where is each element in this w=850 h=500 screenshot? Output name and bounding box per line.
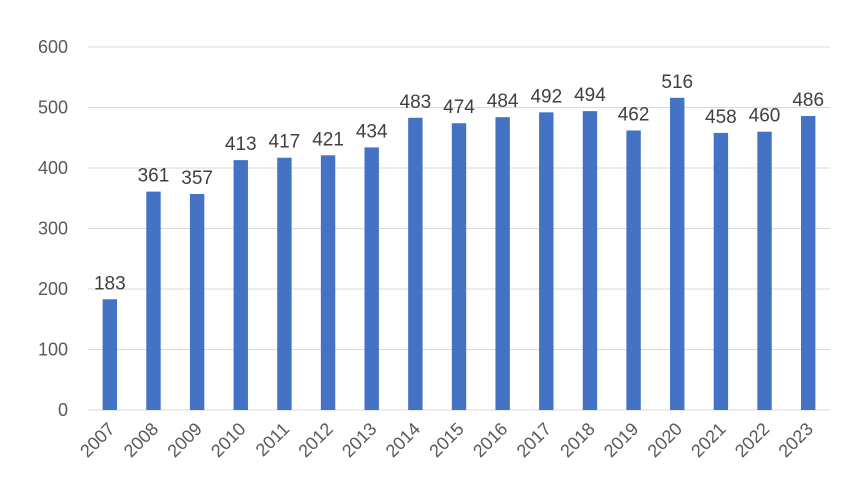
data-label: 492 [530, 86, 562, 107]
bar [277, 157, 292, 410]
x-tick-label: 2017 [513, 419, 555, 461]
data-label: 417 [269, 132, 301, 153]
x-tick-label: 2015 [425, 419, 467, 461]
y-tick-label: 600 [38, 37, 68, 57]
x-tick-label: 2018 [556, 419, 598, 461]
data-label: 486 [792, 90, 824, 111]
x-axis-ticks: 2007 2008 2009 2010 2011 2012 2013 2014 2015 2016… [76, 419, 817, 461]
x-tick-label: 2013 [338, 419, 380, 461]
y-tick-label: 300 [38, 219, 68, 239]
bar [495, 117, 510, 411]
bar [233, 160, 248, 410]
bar [102, 299, 118, 410]
data-label: 484 [487, 91, 519, 112]
x-tick-label: 2014 [382, 419, 424, 461]
data-label: 494 [574, 85, 606, 106]
data-label: 421 [312, 129, 344, 150]
data-labels: 183 361 357 413 417 421 434 483 474 484 492 494 462 5… [94, 72, 824, 294]
x-tick-label: 2020 [644, 419, 686, 461]
bar [539, 112, 554, 410]
x-tick-label: 2022 [731, 419, 773, 461]
y-axis-ticks: 0 100 200 300 400 500 600 [38, 37, 68, 420]
x-tick-label: 2011 [252, 419, 294, 461]
bar [189, 194, 205, 410]
y-tick-label: 400 [38, 158, 68, 178]
x-tick-label: 2012 [294, 419, 336, 461]
bar [451, 123, 467, 410]
x-tick-label: 2007 [76, 419, 118, 461]
bars [102, 97, 816, 411]
data-label: 460 [749, 106, 781, 127]
data-label: 357 [181, 168, 213, 189]
bar [626, 130, 641, 411]
x-tick-label: 2009 [163, 419, 205, 461]
bar [713, 132, 729, 410]
bar [364, 147, 379, 410]
x-tick-label: 2016 [469, 419, 511, 461]
bar [800, 115, 816, 410]
x-tick-label: 2023 [775, 419, 817, 461]
data-label: 516 [661, 72, 693, 93]
x-tick-label: 2021 [687, 419, 729, 461]
data-label: 462 [618, 104, 650, 125]
data-label: 474 [443, 97, 475, 118]
data-label: 183 [94, 273, 126, 294]
bar [670, 97, 685, 410]
bar [408, 117, 423, 410]
data-label: 458 [705, 107, 737, 128]
x-tick-label: 2019 [600, 419, 642, 461]
data-label: 434 [356, 121, 388, 142]
x-tick-label: 2010 [207, 419, 249, 461]
data-label: 483 [400, 92, 432, 113]
y-tick-label: 200 [38, 279, 68, 299]
x-tick-label: 2008 [120, 419, 162, 461]
bar [582, 111, 598, 410]
data-label: 361 [138, 166, 170, 187]
y-tick-label: 100 [38, 340, 68, 360]
y-tick-label: 0 [58, 400, 68, 420]
bar [757, 131, 772, 410]
bar [320, 155, 336, 410]
y-tick-label: 500 [38, 98, 68, 118]
bar [146, 191, 161, 410]
data-label: 413 [225, 134, 257, 155]
